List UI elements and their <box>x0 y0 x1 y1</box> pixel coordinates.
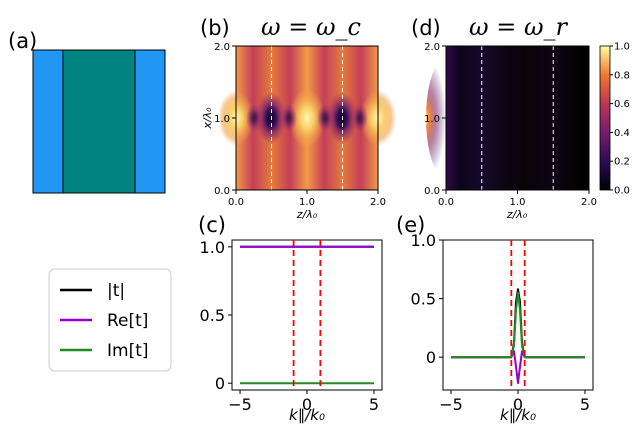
ytick-label-d-2: 2.0 <box>424 42 440 53</box>
ytick-label-c-2: 1.0 <box>200 238 225 257</box>
xtick-label-e-0: −5 <box>439 395 463 414</box>
colorbar-tick-label-4: 0.8 <box>614 70 630 81</box>
ytick-label-e-1: 0.5 <box>411 290 436 309</box>
xlabel-e: k∥/k₀ <box>500 406 536 424</box>
title-d: ω = ω_r <box>469 13 569 41</box>
colorbar-tick-label-1: 0.2 <box>614 157 630 168</box>
ytick-label-d-0: 0.0 <box>424 186 440 197</box>
xtick-label-b-0: 0.0 <box>228 197 244 208</box>
plot-c-frame <box>231 239 383 391</box>
colorbar-tick-label-5: 1.0 <box>614 42 630 53</box>
legend-box <box>48 268 172 372</box>
xtick-label-d-1: 1.0 <box>510 197 526 208</box>
ytick-label-b-1: 1.0 <box>214 114 230 125</box>
colorbar-tick-label-3: 0.6 <box>614 99 630 110</box>
heatmap-b-dashed-lines <box>271 46 343 190</box>
xlabel-c: k∥/k₀ <box>289 406 325 424</box>
xtick-label-c-1: 0 <box>302 395 312 414</box>
legend-label-abs: |t| <box>107 281 125 301</box>
xlabel-b: z/λ₀ <box>296 208 318 221</box>
heatmap-d-dashed-lines <box>481 46 554 190</box>
ytick-label-c-0: 0 <box>215 374 225 393</box>
plot-e: −5 0 5 0 0.5 1.0 <box>411 231 594 414</box>
dark-spot-b-3 <box>246 104 262 132</box>
heatmap-d <box>426 45 590 191</box>
legend: |t| Re[t] Im[t] <box>48 268 172 372</box>
outer-layer-right <box>135 50 165 193</box>
panel-label-e: (e) <box>396 213 425 237</box>
panel-label-d: (d) <box>411 16 441 40</box>
panel-label-a: (a) <box>8 29 37 53</box>
hot-spot-b-2 <box>289 88 325 148</box>
colorbar: 0.0 0.2 0.4 0.6 0.8 1.0 <box>599 42 630 197</box>
colorbar-gradient <box>599 45 611 191</box>
dark-spot-b-6 <box>352 104 368 132</box>
colorbar-ticks: 0.0 0.2 0.4 0.6 0.8 1.0 <box>610 42 630 197</box>
plot-e-frame <box>442 239 594 391</box>
xlabel-d: z/λ₀ <box>506 208 528 221</box>
ytick-label-d-1: 1.0 <box>424 114 440 125</box>
xtick-label-e-2: 5 <box>580 395 590 414</box>
heatmap-d-field <box>446 46 589 190</box>
layer-diagram <box>32 49 166 194</box>
heatmap-d-axes: 0.0 1.0 2.0 0.0 1.0 2.0 <box>424 42 597 208</box>
ytick-label-b-2: 2.0 <box>214 42 230 53</box>
inner-layer <box>63 50 135 193</box>
panel-label-b: (b) <box>200 16 230 40</box>
outer-layer-left <box>33 50 63 193</box>
plot-c: −5 0 500.51.0 <box>200 238 383 414</box>
dark-spot-b-5 <box>317 104 333 132</box>
xtick-label-c-0: −5 <box>228 395 252 414</box>
heatmap-b-axes: 0.0 1.0 2.0 0.0 1.0 2.0 <box>214 42 386 208</box>
colorbar-tick-label-2: 0.4 <box>614 128 630 139</box>
xtick-label-c-2: 5 <box>369 395 379 414</box>
dark-spot-b-4 <box>281 104 297 132</box>
legend-label-re: Re[t] <box>107 311 148 331</box>
ytick-label-e-0: 0 <box>426 348 436 367</box>
title-b: ω = ω_c <box>261 13 361 41</box>
heatmap-b <box>218 45 396 191</box>
panel-label-c: (c) <box>198 213 226 237</box>
diagram-frame <box>32 49 166 194</box>
xtick-label-b-1: 1.0 <box>299 197 315 208</box>
colorbar-tick-label-0: 0.0 <box>614 186 630 197</box>
xtick-label-b-2: 2.0 <box>370 197 386 208</box>
ytick-label-e-2: 1.0 <box>411 231 436 250</box>
ytick-label-b-0: 0.0 <box>214 186 230 197</box>
xtick-label-e-1: 0 <box>513 395 523 414</box>
ytick-label-c-1: 0.5 <box>200 306 225 325</box>
legend-label-im: Im[t] <box>107 341 149 361</box>
xtick-label-d-0: 0.0 <box>438 197 454 208</box>
xtick-label-d-2: 2.0 <box>581 197 597 208</box>
ylabel-b: x/λ₀ <box>201 107 214 130</box>
